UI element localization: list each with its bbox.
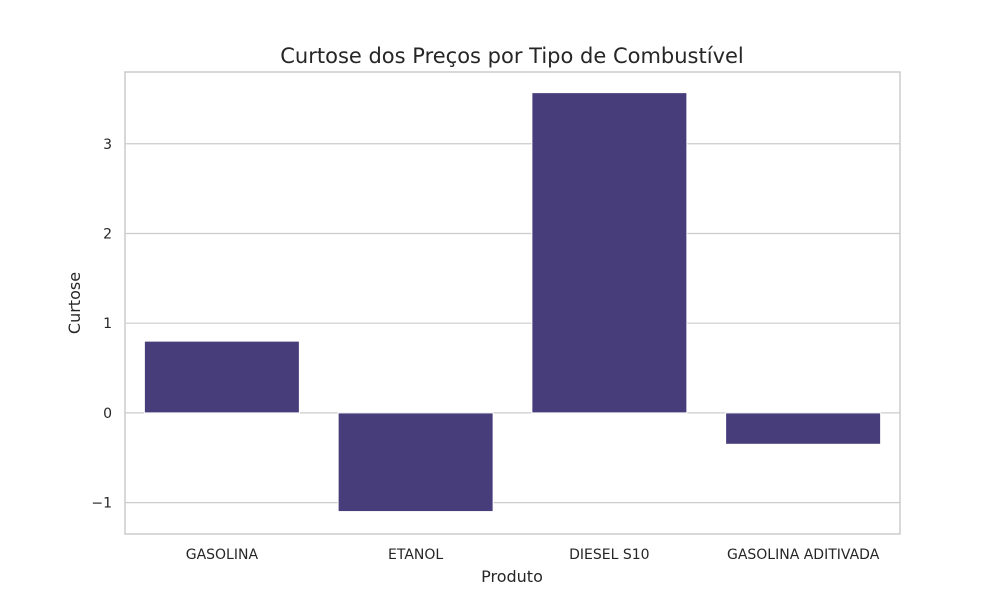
x-tick-label: GASOLINA ADITIVADA xyxy=(727,547,880,563)
bar-gasolina-aditivada xyxy=(725,412,882,445)
x-tick-labels: GASOLINA ETANOL DIESEL S10 GASOLINA ADITIVA… xyxy=(186,547,880,563)
x-tick-label: GASOLINA xyxy=(186,547,259,563)
y-tick-label: 1 xyxy=(103,316,112,332)
y-tick-label: 0 xyxy=(103,406,112,422)
bar-layer xyxy=(143,92,882,513)
bar-gasolina xyxy=(143,340,300,414)
x-tick-label: ETANOL xyxy=(388,547,443,563)
x-tick-label: DIESEL S10 xyxy=(569,547,649,563)
plot-frame xyxy=(124,71,901,535)
y-tick-label: 3 xyxy=(103,137,112,153)
y-axis-label: Curtose xyxy=(65,272,84,334)
chart-title: Curtose dos Preços por Tipo de Combustív… xyxy=(280,44,744,68)
y-tick-label: 2 xyxy=(103,226,112,242)
bar-etanol xyxy=(337,412,494,513)
x-axis-label: Produto xyxy=(481,567,543,586)
grid-layer xyxy=(125,143,900,504)
bar-diesel-s10 xyxy=(531,92,688,414)
y-tick-label: −1 xyxy=(91,496,112,512)
y-tick-labels: −1 0 1 2 3 xyxy=(91,137,112,512)
